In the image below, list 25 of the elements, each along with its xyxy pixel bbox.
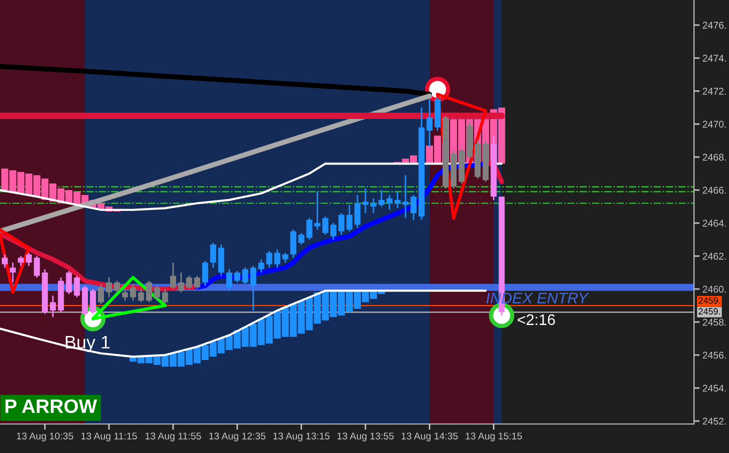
x-tick-label: 13 Aug 15:15 [466,432,522,442]
y-tick-label: 2466. [702,186,726,194]
x-tick-label: 13 Aug 11:55 [146,432,201,442]
x-tick-label: 13 Aug 14:35 [402,432,458,442]
x-tick-label: 13 Aug 10:35 [16,432,74,442]
annotation: P ARROW [5,399,98,414]
y-tick-label: 2458. [702,318,726,326]
y-tick-label: 2462. [702,252,726,260]
annotation: <2:16 [518,314,555,326]
x-tick-label: 13 Aug 11:15 [81,432,137,442]
y-tick-label: 2470. [702,120,726,128]
x-tick-label: 13 Aug 13:15 [273,432,330,442]
y-tick-label: 2452. [702,418,726,425]
x-tick-label: 13 Aug 12:35 [209,432,266,442]
x-tick-label: 13 Aug 13:55 [338,432,394,442]
y-tick-label: 2472. [702,88,726,95]
y-tick-label: 2468. [702,154,726,161]
y-tick-label: 2456. [702,352,726,359]
y-tick-label: 2454. [702,384,726,392]
y-tick-label: 2464. [702,220,726,227]
y-tick-label: 2460. [702,286,726,293]
ref-line-label: 2459. [698,297,720,304]
ref-line-label: 2459. [698,308,720,315]
y-tick-label: 2476. [702,22,726,29]
y-tick-label: 2474. [702,54,726,62]
